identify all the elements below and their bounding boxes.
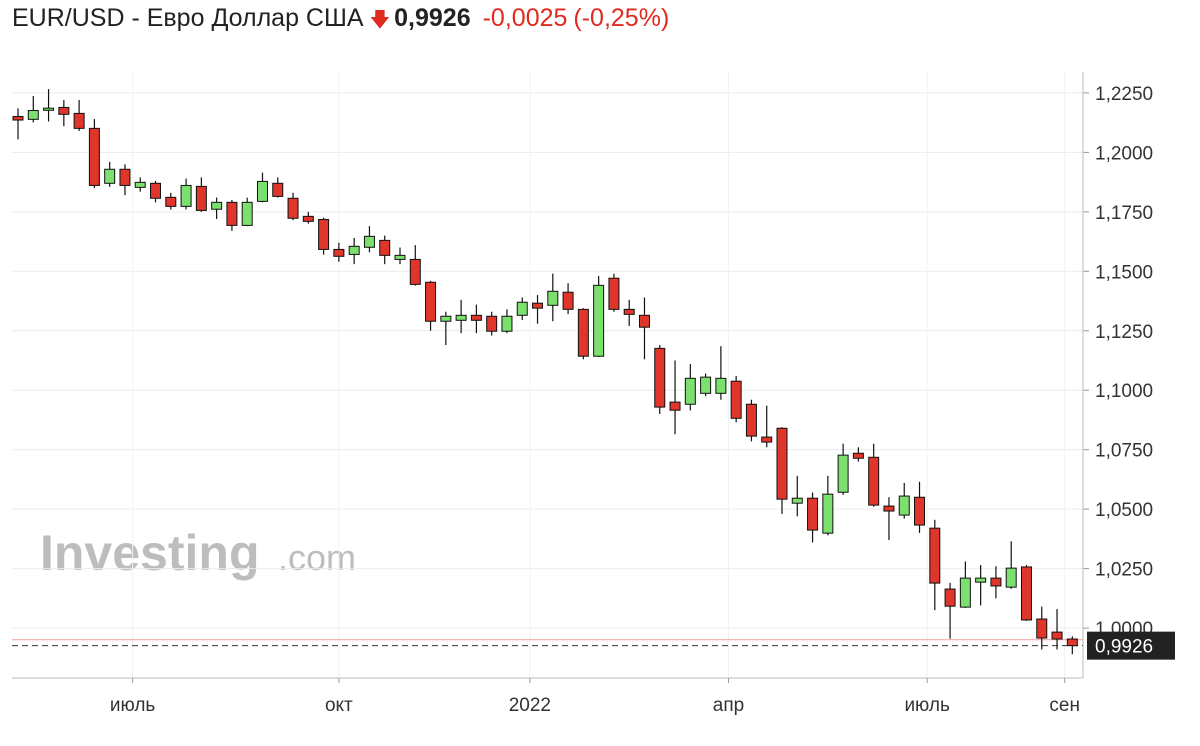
candle-body [1005,567,1017,588]
candle-body [562,291,574,310]
candle-body [547,290,559,306]
candle-body [959,577,971,608]
candle-body [180,184,192,207]
candle-body [363,235,375,248]
y-tick-label: 1,1750 [1095,203,1153,224]
candle-body [761,436,773,443]
candle-body [944,588,956,607]
change-percent: (-0,25%) [573,4,670,32]
candle-body [837,454,849,493]
x-tick-label: 2022 [509,695,551,716]
candle-body [425,281,437,322]
candle-body [577,308,589,357]
candle-body [58,106,70,115]
candle-body [822,493,834,534]
candle-body [883,505,895,512]
candle-body [134,181,146,188]
candle-body [975,577,987,583]
y-tick-label: 1,1000 [1095,381,1153,402]
candle-body [623,308,635,315]
y-tick-label: 1,2000 [1095,143,1153,164]
candle-body [43,107,55,111]
x-tick-label: сен [1049,695,1080,716]
candle-body [1051,631,1063,640]
candle-body [776,427,788,500]
candle-body [119,168,131,186]
candle-body [593,284,605,357]
x-tick-label: июль [110,695,156,716]
candle-body [898,495,910,516]
watermark-brand: Investing [40,525,259,581]
candle-body [501,315,513,332]
candle-body [807,497,819,531]
last-price-box [1087,631,1175,660]
candle-body [608,277,620,310]
candle-body [211,201,223,210]
candle-body [379,239,391,256]
candle-body [654,347,666,408]
candle-body [12,115,24,121]
down-arrow: 🡇 [369,9,391,31]
price: 0,9926 [394,4,471,32]
y-tick-label: 1,2250 [1095,84,1153,105]
candle-body [516,301,528,316]
candle-body [1020,566,1032,621]
candle-body [27,110,39,120]
candle-body [88,127,100,186]
candle-body [150,182,162,199]
candle-body [226,201,238,226]
y-tick-label: 1,1250 [1095,322,1153,343]
x-tick-label: окт [325,695,353,716]
candle-body [73,112,85,129]
title: EUR/USD - Евро Доллар США [12,4,364,32]
candle-body [700,376,712,394]
candle-body [1036,618,1048,639]
candle-body [272,182,284,197]
y-tick-label: 1,1500 [1095,262,1153,283]
candle-body [241,201,253,226]
candle-body [669,401,681,411]
candle-body [256,180,268,202]
candle-body [745,403,757,437]
candle-body [852,452,864,459]
last-price-label: 0,9926 [1095,637,1153,658]
candle-body [455,314,467,321]
watermark-suffix: .com [278,537,356,578]
candle-body [929,527,941,584]
candle-body [318,218,330,250]
candle-body [195,185,207,211]
candle-body [990,577,1002,587]
candle-body [409,258,421,285]
candle-body [791,497,803,504]
candle-body [638,314,650,328]
candle-body [287,197,299,219]
candle-body [868,456,880,506]
candle-body [302,215,314,222]
candle-body [684,377,696,405]
header: EUR/USD - Евро Доллар США 🡇 0,9926 -0,0025(… [12,4,675,39]
candle-body [440,315,452,322]
candle-body [348,245,360,255]
candle-body [104,168,116,184]
candle-body [1066,638,1078,647]
y-tick-label: 1,0500 [1095,500,1153,521]
candle-body [486,315,498,332]
y-tick-label: 1,0750 [1095,441,1153,462]
candle-body [333,248,345,257]
candle-body [394,254,406,260]
x-tick-label: июль [904,695,950,716]
y-tick-label: 1,0250 [1095,560,1153,581]
candle-body [165,196,177,207]
candle-body [715,377,727,394]
x-tick-label: апр [713,695,744,716]
candle-body [532,302,544,309]
candle-body [914,496,926,526]
candle-body [470,314,482,321]
candle-body [730,380,742,419]
change: -0,0025 [482,4,568,32]
